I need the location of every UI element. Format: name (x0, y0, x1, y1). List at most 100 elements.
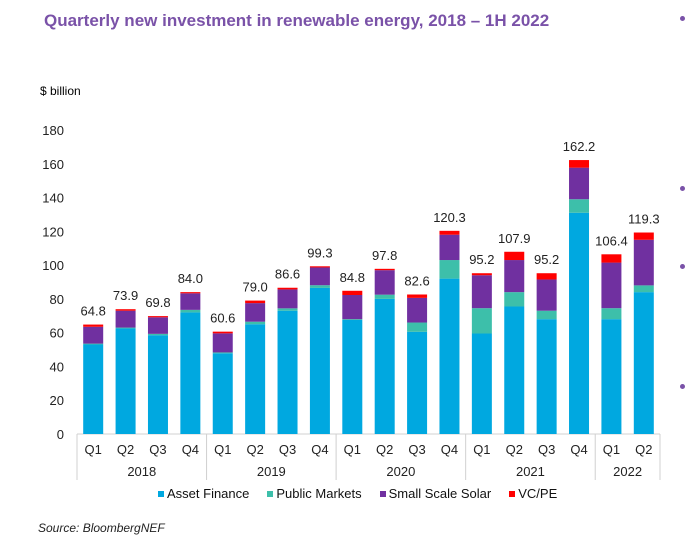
bar-segment-vc-pe (601, 254, 622, 263)
bar-total-label: 107.9 (498, 231, 531, 246)
legend-item: Small Scale Solar (379, 486, 492, 501)
bar-total-label: 64.8 (81, 304, 106, 319)
bar-total-label: 99.3 (307, 245, 332, 260)
bar-segment-public-markets (374, 294, 395, 299)
bar-segment-asset-finance (180, 312, 201, 434)
bar-segment-vc-pe (277, 287, 298, 290)
bar-segment-vc-pe (147, 316, 168, 318)
bullet-icon (680, 186, 685, 191)
legend-swatch (158, 490, 164, 497)
y-tick-label: 100 (42, 258, 64, 273)
bar-segment-public-markets (245, 321, 266, 325)
bar-segment-small-scale-solar (374, 270, 395, 295)
bar-segment-vc-pe (115, 309, 136, 311)
bar-segment-vc-pe (374, 268, 395, 271)
y-tick-label: 160 (42, 157, 64, 172)
x-tick-label: Q1 (603, 442, 620, 457)
x-tick-label: Q3 (149, 442, 166, 457)
source-note: Source: BloombergNEF (38, 521, 165, 535)
x-tick-label: Q2 (376, 442, 393, 457)
bar-segment-vc-pe (536, 273, 557, 280)
bar-segment-public-markets (212, 352, 233, 354)
bar-segment-asset-finance (569, 212, 590, 434)
bar-segment-asset-finance (407, 331, 428, 434)
chart-title: Quarterly new investment in renewable en… (44, 11, 550, 30)
legend-label: VC/PE (518, 486, 558, 501)
bar-segment-vc-pe (245, 300, 266, 304)
bar-segment-small-scale-solar (245, 303, 266, 322)
x-tick-label: Q2 (246, 442, 263, 457)
bar-segment-asset-finance (212, 353, 233, 434)
bar-segment-asset-finance (504, 306, 525, 434)
bar-total-label: 73.9 (113, 288, 138, 303)
bar-segment-vc-pe (83, 324, 104, 327)
x-tick-label: Q3 (408, 442, 425, 457)
bar-segment-asset-finance (309, 287, 330, 434)
bar-segment-small-scale-solar (633, 239, 654, 286)
x-group-label: 2019 (257, 464, 286, 479)
y-tick-label: 20 (50, 393, 64, 408)
bar-total-label: 95.2 (469, 252, 494, 267)
x-tick-label: Q4 (311, 442, 328, 457)
legend-item: Public Markets (267, 486, 362, 501)
bar-segment-vc-pe (407, 294, 428, 298)
x-tick-label: Q1 (214, 442, 231, 457)
chart-legend: Asset Finance Public Markets Small Scale S… (158, 486, 557, 501)
bar-total-label: 82.6 (404, 273, 429, 288)
bar-segment-vc-pe (471, 273, 492, 276)
bar-segment-public-markets (147, 333, 168, 336)
bar-segment-small-scale-solar (115, 310, 136, 328)
bar-segment-small-scale-solar (277, 289, 298, 309)
x-tick-label: Q4 (570, 442, 587, 457)
x-group-label: 2021 (516, 464, 545, 479)
bar-total-label: 60.6 (210, 311, 235, 326)
bar-total-label: 95.2 (534, 252, 559, 267)
bar-segment-asset-finance (374, 298, 395, 434)
y-tick-label: 0 (57, 427, 64, 442)
bar-segment-small-scale-solar (147, 317, 168, 334)
bar-segment-vc-pe (309, 266, 330, 268)
bar-total-label: 119.3 (628, 212, 660, 227)
bar-segment-asset-finance (147, 335, 168, 434)
bar-segment-small-scale-solar (407, 297, 428, 323)
x-tick-label: Q3 (279, 442, 296, 457)
bar-segment-vc-pe (212, 331, 233, 334)
bar-segment-small-scale-solar (439, 234, 460, 261)
bar-segment-vc-pe (569, 160, 590, 168)
legend-label: Public Markets (276, 486, 362, 501)
x-tick-label: Q2 (635, 442, 652, 457)
x-tick-label: Q1 (473, 442, 490, 457)
legend-label: Small Scale Solar (388, 486, 492, 501)
bullet-icon (680, 264, 685, 269)
bar-segment-small-scale-solar (212, 333, 233, 353)
bar-total-label: 69.8 (145, 295, 170, 310)
bar-segment-public-markets (569, 199, 590, 213)
x-tick-label: Q2 (506, 442, 523, 457)
bar-segment-small-scale-solar (180, 293, 201, 310)
x-tick-label: Q4 (441, 442, 458, 457)
bar-total-label: 86.6 (275, 267, 300, 282)
bar-segment-small-scale-solar (601, 262, 622, 309)
legend-swatch (379, 490, 386, 497)
bar-segment-asset-finance (601, 319, 622, 434)
x-group-label: 2022 (613, 464, 642, 479)
bullet-icon (680, 384, 685, 389)
bar-total-label: 84.0 (178, 271, 203, 286)
y-tick-label: 140 (42, 191, 64, 206)
legend-label: Asset Finance (167, 486, 250, 501)
x-group-label: 2020 (386, 464, 415, 479)
bar-total-label: 162.2 (563, 139, 596, 154)
bar-segment-small-scale-solar (471, 275, 492, 309)
bar-segment-asset-finance (277, 310, 298, 434)
bar-segment-asset-finance (245, 324, 266, 434)
bar-segment-public-markets (471, 308, 492, 334)
bar-segment-asset-finance (83, 344, 104, 434)
bar-total-label: 120.3 (433, 210, 466, 225)
bar-total-label: 97.8 (372, 248, 397, 263)
bar-segment-public-markets (601, 308, 622, 320)
bar-segment-vc-pe (504, 251, 525, 261)
y-tick-label: 80 (50, 292, 64, 307)
bar-segment-asset-finance (439, 278, 460, 434)
bar-segment-vc-pe (439, 230, 460, 235)
